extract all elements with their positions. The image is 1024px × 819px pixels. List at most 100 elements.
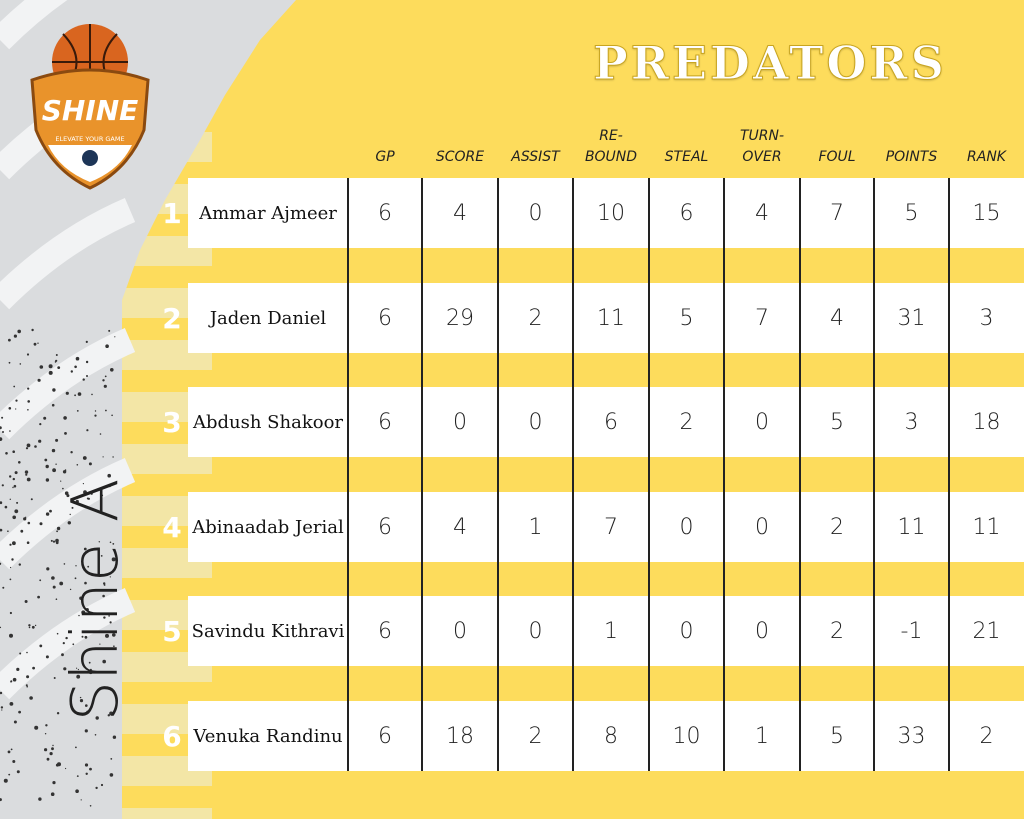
stat-cell: 11 [897, 514, 926, 540]
row-number: 4 [162, 510, 182, 544]
column-header: RE- BOUND [584, 128, 638, 165]
row-number: 6 [162, 719, 182, 753]
column-header: ASSIST [511, 149, 560, 165]
stat-cell: 3 [979, 305, 994, 331]
stat-cell: 8 [604, 723, 618, 749]
stat-cell: 0 [453, 409, 467, 435]
column-header: FOUL [818, 149, 856, 165]
stat-cell: 10 [597, 200, 625, 226]
table-row [188, 492, 1024, 562]
stripe [120, 682, 212, 704]
stat-cell: 33 [897, 723, 926, 749]
stat-cell: 31 [897, 305, 926, 331]
table-row [188, 596, 1024, 666]
column-header: POINTS [885, 149, 938, 165]
stat-cell: 2 [830, 618, 844, 644]
column-divider [497, 178, 499, 771]
stat-cell: 2 [679, 409, 694, 435]
stat-cell: 6 [604, 409, 618, 435]
page-title: PREDATORS [593, 36, 947, 91]
shine-logo: SHINE ELEVATE YOUR GAME [28, 20, 152, 194]
column-divider [572, 178, 574, 771]
stat-cell: 18 [972, 409, 1001, 435]
stat-cell: 2 [528, 723, 543, 749]
player-name: Abinaadab Jerial [192, 516, 344, 538]
column-divider [948, 178, 950, 771]
stat-cell: 2 [830, 514, 844, 540]
stat-cell: -1 [900, 618, 923, 644]
stat-cell: 1 [528, 514, 543, 540]
stat-cell: 4 [453, 514, 467, 540]
stat-cell: 11 [597, 305, 625, 331]
row-number: 2 [162, 301, 182, 335]
stat-cell: 5 [904, 200, 919, 226]
stat-cell: 7 [755, 305, 769, 331]
stat-cell: 10 [672, 723, 701, 749]
stat-cell: 0 [679, 514, 694, 540]
stat-cell: 1 [604, 618, 618, 644]
player-name: Ammar Ajmeer [199, 202, 337, 224]
stat-cell: 7 [604, 514, 618, 540]
stat-cell: 5 [679, 305, 694, 331]
stripe [120, 266, 212, 288]
stat-cell: 6 [679, 200, 694, 226]
team-name: Shine A [59, 478, 133, 722]
stat-cell: 4 [453, 200, 467, 226]
row-number: 3 [162, 405, 182, 439]
stat-cell: 6 [378, 409, 392, 435]
player-name: Savindu Kithravi [191, 620, 345, 642]
stat-cell: 3 [904, 409, 919, 435]
stat-cell: 18 [446, 723, 474, 749]
stat-cell: 4 [755, 200, 769, 226]
stat-cell: 6 [378, 200, 392, 226]
table-row [188, 283, 1024, 353]
stat-cell: 0 [755, 514, 769, 540]
stripe [120, 786, 212, 808]
stat-cell: 6 [378, 305, 392, 331]
column-divider [347, 178, 349, 771]
stat-cell: 29 [446, 305, 474, 331]
player-name: Jaden Daniel [209, 307, 327, 329]
column-header: RANK [967, 149, 1006, 165]
stat-cell: 0 [679, 618, 694, 644]
stat-cell: 0 [528, 200, 543, 226]
row-number: 1 [162, 196, 182, 230]
stat-cell: 11 [972, 514, 1001, 540]
stat-cell: 0 [528, 409, 543, 435]
column-divider [799, 178, 801, 771]
column-header: STEAL [664, 149, 709, 165]
svg-text:ELEVATE YOUR GAME: ELEVATE YOUR GAME [55, 135, 124, 143]
stat-cell: 0 [755, 409, 769, 435]
stat-cell: 5 [830, 723, 844, 749]
logo-text: SHINE [42, 94, 139, 127]
stripe [120, 370, 212, 392]
stat-cell: 1 [755, 723, 769, 749]
table-row [188, 178, 1024, 248]
stat-cell: 21 [972, 618, 1001, 644]
column-divider [723, 178, 725, 771]
column-header: GP [375, 149, 395, 165]
column-header: SCORE [435, 149, 485, 165]
column-divider [873, 178, 875, 771]
stat-cell: 6 [378, 723, 392, 749]
player-name: Abdush Shakoor [192, 411, 344, 433]
player-name: Venuka Randinu [193, 725, 343, 747]
stat-cell: 0 [453, 618, 467, 644]
paint-specks [0, 328, 117, 807]
table-row [188, 701, 1024, 771]
row-number: 5 [162, 614, 182, 648]
stat-cell: 2 [979, 723, 994, 749]
table-row [188, 387, 1024, 457]
stat-cell: 5 [830, 409, 844, 435]
column-header: TURN- OVER [739, 128, 785, 165]
stripe [120, 474, 212, 496]
stat-cell: 0 [528, 618, 543, 644]
stat-cell: 15 [972, 200, 1001, 226]
torn-paper [0, 0, 296, 819]
stat-cell: 6 [378, 618, 392, 644]
column-divider [648, 178, 650, 771]
column-divider [421, 178, 423, 771]
stat-cell: 4 [830, 305, 844, 331]
stat-cell: 2 [528, 305, 543, 331]
stat-cell: 6 [378, 514, 392, 540]
